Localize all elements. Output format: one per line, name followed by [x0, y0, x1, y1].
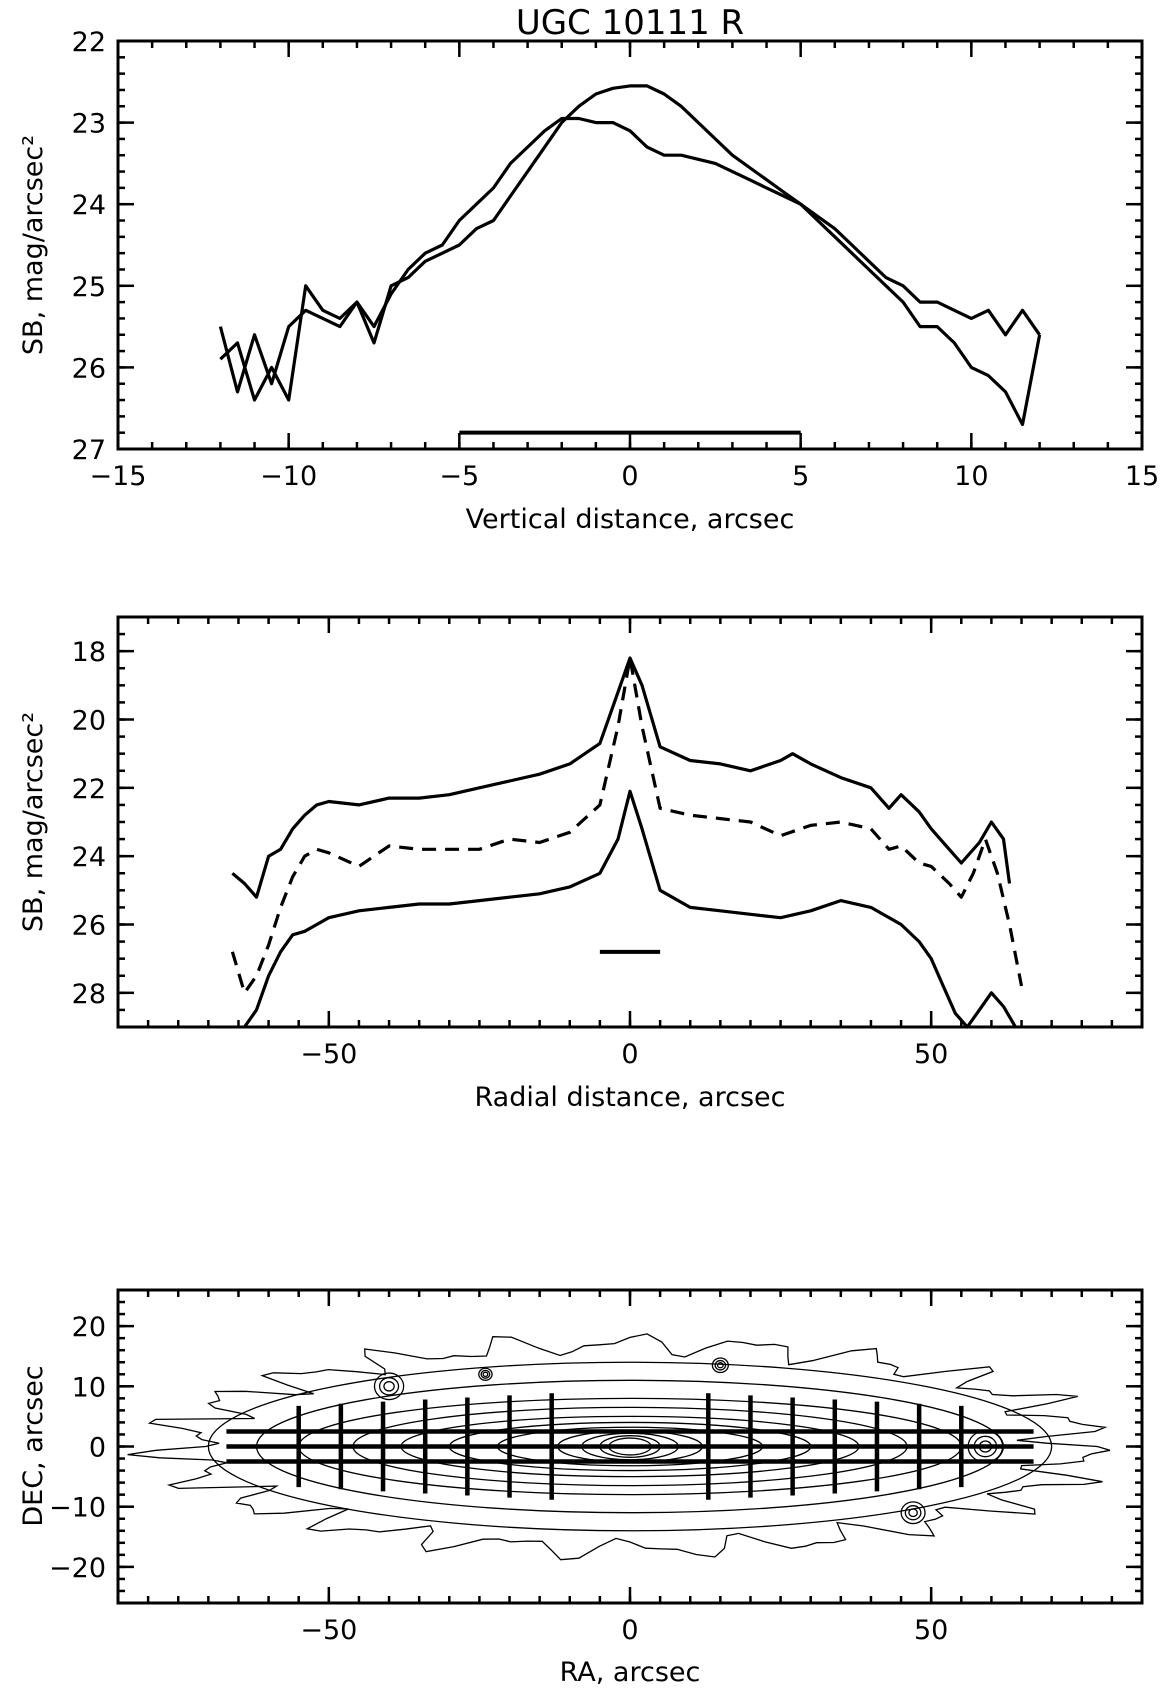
series-line-2: [219, 84, 1042, 427]
x-tick-label: 5: [792, 461, 809, 492]
x-axis-label: Vertical distance, arcsec: [466, 504, 795, 535]
y-axis-label: SB, mag/arcsec²: [18, 135, 49, 355]
x-tick-label: 50: [914, 1615, 948, 1646]
y-tick-label: 18: [72, 637, 106, 668]
x-axis-label: Radial distance, arcsec: [475, 1082, 786, 1113]
plot-frame: [116, 39, 1144, 451]
x-tick-label: 0: [621, 1615, 638, 1646]
y-tick-label: 24: [72, 190, 106, 221]
y-tick-label: 10: [72, 1372, 106, 1403]
series-line-1: [231, 656, 1012, 899]
y-axis-label: SB, mag/arcsec²: [18, 712, 49, 932]
y-tick-label: 0: [89, 1433, 106, 1464]
x-tick-label: −15: [90, 461, 147, 492]
axis-ticks: −15 −10 −5 0 5 10 15 22 23 24 25 26 27: [72, 27, 1160, 492]
series-line-2: [230, 656, 1024, 995]
axis-ticks: −50 0 50 18 20 22 24 26 28: [72, 615, 1144, 1070]
series-line-1: [218, 116, 1041, 394]
y-axis-label: DEC, arcsec: [18, 1365, 49, 1526]
axis-ticks: −50 0 50 −20 −10 0 10 20: [49, 1288, 1144, 1646]
x-tick-label: 50: [914, 1039, 948, 1070]
x-tick-label: −5: [439, 461, 479, 492]
y-tick-label: −10: [49, 1493, 106, 1524]
x-tick-label: 0: [621, 1039, 638, 1070]
y-tick-label: 22: [72, 27, 106, 58]
series-group: [218, 84, 1042, 427]
x-tick-label: −50: [300, 1039, 357, 1070]
star-contour: [478, 1367, 493, 1381]
star-contour: [711, 1357, 729, 1374]
figure-title: UGC 10111 R: [516, 3, 744, 43]
star-contour: [714, 1359, 727, 1371]
star-contour: [900, 1501, 926, 1525]
star-contour: [904, 1505, 922, 1521]
panel-contour-map: −50 0 50 −20 −10 0 10 20 RA, arcsec DEC, arcsec: [18, 1288, 1144, 1688]
isophote-outer: [127, 1333, 1111, 1561]
y-tick-label: 23: [72, 109, 106, 140]
series-line-3: [243, 789, 1017, 1029]
panel-radial-profile: −50 0 50 18 20 22 24 26 28 Radial distance, arcs…: [18, 615, 1144, 1113]
panel-vertical-profile: −15 −10 −5 0 5 10 15 22 23 24 25 26 27 Vertical dist…: [18, 27, 1159, 535]
x-tick-label: 15: [1125, 461, 1159, 492]
star-contour: [482, 1371, 489, 1378]
star-contour: [373, 1372, 405, 1401]
star-contour: [378, 1377, 400, 1396]
y-tick-label: 26: [72, 911, 106, 942]
y-tick-label: 20: [72, 1312, 106, 1343]
series-group: [230, 656, 1024, 1029]
y-tick-label: 25: [72, 272, 106, 303]
star-contour: [716, 1362, 724, 1369]
y-tick-label: 26: [72, 353, 106, 384]
x-axis-label: RA, arcsec: [560, 1657, 701, 1688]
star-contour: [383, 1381, 395, 1392]
star-contour: [480, 1369, 491, 1379]
slit-markers: [226, 1393, 1034, 1500]
plot-frame: [116, 615, 1144, 1029]
x-tick-label: 10: [954, 461, 988, 492]
y-tick-label: 22: [72, 774, 106, 805]
y-tick-label: 27: [72, 435, 106, 466]
x-tick-label: 0: [621, 461, 638, 492]
x-tick-label: −10: [260, 461, 317, 492]
y-tick-label: 20: [72, 706, 106, 737]
star-contour: [908, 1508, 918, 1518]
y-tick-label: −20: [49, 1553, 106, 1584]
y-tick-label: 28: [72, 979, 106, 1010]
y-tick-label: 24: [72, 842, 106, 873]
x-tick-label: −50: [300, 1615, 357, 1646]
